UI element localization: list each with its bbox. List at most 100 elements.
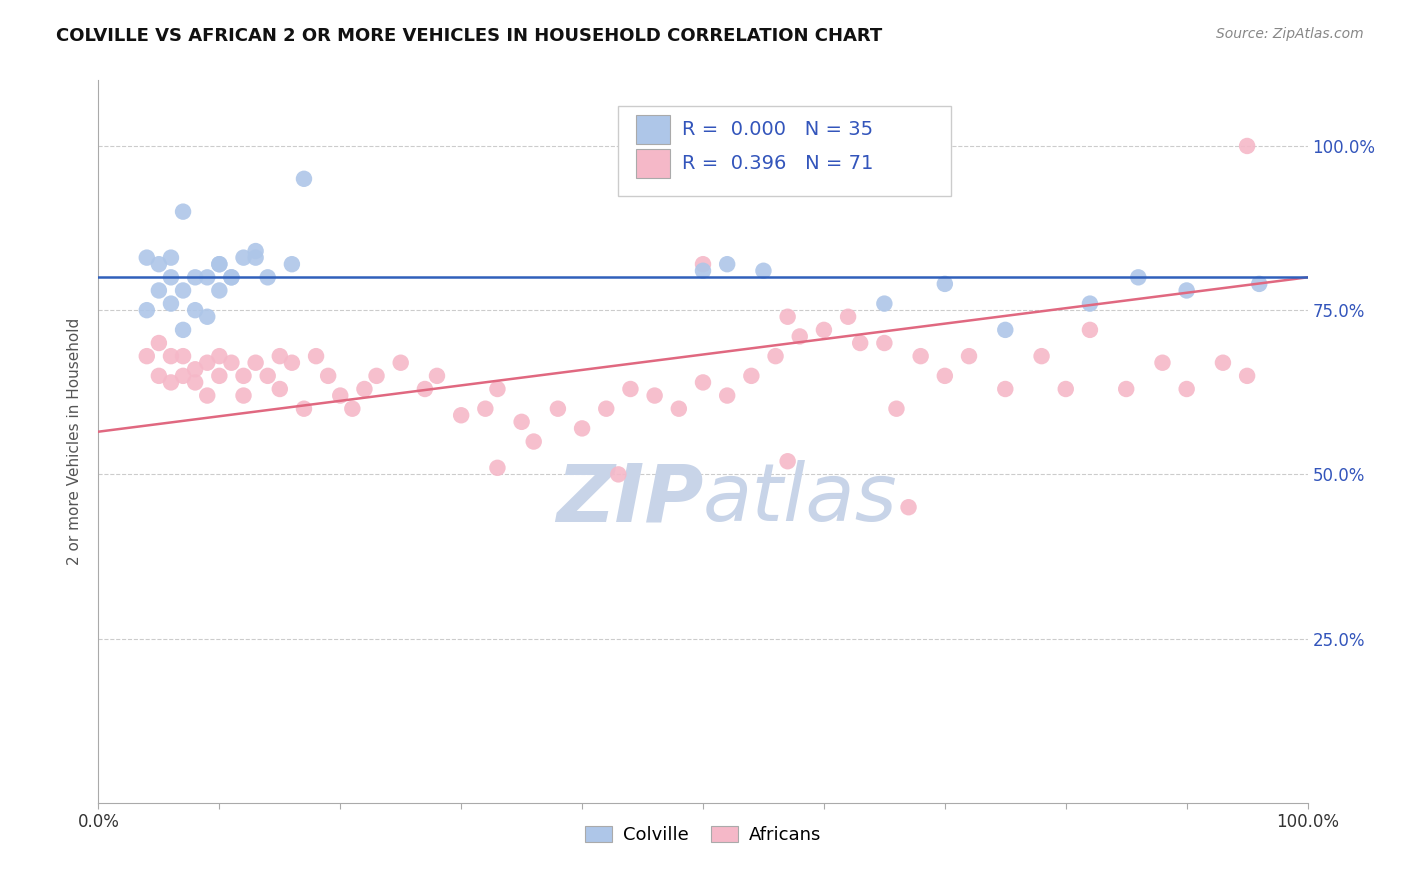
Point xyxy=(135,349,157,363)
Point xyxy=(232,368,254,383)
Point xyxy=(934,277,956,291)
Y-axis label: 2 or more Vehicles in Household: 2 or more Vehicles in Household xyxy=(67,318,83,566)
Legend: Colville, Africans: Colville, Africans xyxy=(578,819,828,852)
Point xyxy=(232,251,254,265)
Point xyxy=(366,368,388,383)
Point xyxy=(208,349,231,363)
Point xyxy=(510,415,533,429)
Point xyxy=(208,284,231,298)
Text: R =  0.000   N = 35: R = 0.000 N = 35 xyxy=(682,120,873,139)
Point xyxy=(668,401,690,416)
Point xyxy=(571,421,593,435)
Point xyxy=(1249,277,1271,291)
Text: ZIP: ZIP xyxy=(555,460,703,539)
Point xyxy=(450,409,472,423)
Point xyxy=(148,257,170,271)
Point xyxy=(184,270,207,285)
Point xyxy=(292,171,315,186)
Point xyxy=(148,336,170,351)
Text: Source: ZipAtlas.com: Source: ZipAtlas.com xyxy=(1216,27,1364,41)
Point xyxy=(994,323,1017,337)
Point xyxy=(172,349,194,363)
Point xyxy=(716,257,738,271)
Point xyxy=(256,368,278,383)
Point xyxy=(692,376,714,390)
Point xyxy=(873,296,896,310)
Point xyxy=(740,368,762,383)
Point xyxy=(148,284,170,298)
Point xyxy=(292,401,315,416)
FancyBboxPatch shape xyxy=(637,115,671,144)
Point xyxy=(353,382,375,396)
Point xyxy=(994,382,1017,396)
Point xyxy=(692,257,714,271)
Point xyxy=(305,349,328,363)
Point xyxy=(208,257,231,271)
Point xyxy=(1115,382,1137,396)
Point xyxy=(160,376,183,390)
Point xyxy=(221,356,243,370)
Point xyxy=(1212,356,1234,370)
Point xyxy=(160,349,183,363)
Point xyxy=(752,264,775,278)
FancyBboxPatch shape xyxy=(637,149,671,178)
Point xyxy=(1175,284,1198,298)
Point xyxy=(256,270,278,285)
Point xyxy=(135,251,157,265)
Point xyxy=(1054,382,1077,396)
Point xyxy=(595,401,617,416)
Point xyxy=(221,270,243,285)
Point xyxy=(910,349,932,363)
Point xyxy=(1031,349,1053,363)
Point xyxy=(172,323,194,337)
Point xyxy=(172,284,194,298)
Point xyxy=(329,388,352,402)
Point xyxy=(523,434,546,449)
Point xyxy=(813,323,835,337)
Point xyxy=(886,401,908,416)
Point xyxy=(849,336,872,351)
FancyBboxPatch shape xyxy=(619,105,950,196)
Point xyxy=(474,401,496,416)
Point xyxy=(789,329,811,343)
Point xyxy=(135,303,157,318)
Point xyxy=(245,244,267,258)
Point xyxy=(547,401,569,416)
Point xyxy=(644,388,666,402)
Point xyxy=(607,467,630,482)
Point xyxy=(195,310,218,324)
Point xyxy=(245,356,267,370)
Point xyxy=(184,376,207,390)
Point xyxy=(208,368,231,383)
Point xyxy=(281,356,304,370)
Point xyxy=(269,382,291,396)
Point xyxy=(1078,296,1101,310)
Point xyxy=(184,303,207,318)
Text: atlas: atlas xyxy=(703,460,898,539)
Point xyxy=(160,270,183,285)
Point xyxy=(281,257,304,271)
Point xyxy=(221,270,243,285)
Point xyxy=(1236,139,1258,153)
Point xyxy=(184,362,207,376)
Point xyxy=(1175,382,1198,396)
Point xyxy=(208,257,231,271)
Point xyxy=(897,500,920,515)
Point xyxy=(1128,270,1150,285)
Point xyxy=(195,356,218,370)
Point xyxy=(765,349,787,363)
Point xyxy=(389,356,412,370)
Point xyxy=(1078,323,1101,337)
Point xyxy=(195,388,218,402)
Point xyxy=(426,368,449,383)
Point xyxy=(160,251,183,265)
Point xyxy=(148,368,170,383)
Point xyxy=(934,368,956,383)
Point xyxy=(160,296,183,310)
Point xyxy=(837,310,859,324)
Point xyxy=(486,460,509,475)
Point xyxy=(245,251,267,265)
Point xyxy=(692,264,714,278)
Point xyxy=(172,204,194,219)
Point xyxy=(873,336,896,351)
